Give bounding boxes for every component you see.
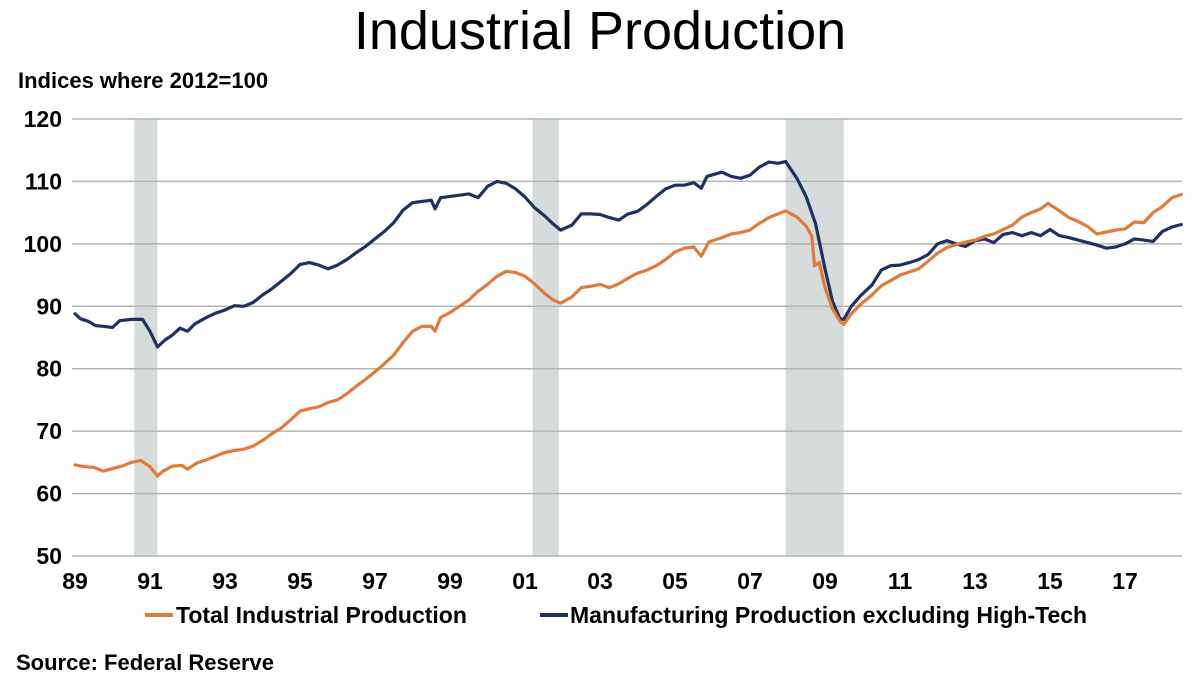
gridlines bbox=[72, 118, 1182, 557]
y-tick-label: 60 bbox=[36, 481, 62, 507]
chart-title: Industrial Production bbox=[353, 1, 847, 61]
y-tick-label: 80 bbox=[36, 356, 62, 382]
y-axis-ticks: 50 60 70 80 90 100 110 120 bbox=[24, 106, 62, 569]
series-lines bbox=[73, 159, 1183, 478]
y-tick-label: 70 bbox=[36, 418, 62, 444]
series-line-total-industrial-production bbox=[73, 192, 1183, 478]
x-tick-label: 03 bbox=[587, 568, 613, 594]
legend-label: Manufacturing Production excluding High-… bbox=[570, 602, 1087, 628]
x-tick-label: 09 bbox=[812, 568, 838, 594]
y-tick-label: 110 bbox=[25, 168, 62, 194]
x-tick-label: 05 bbox=[662, 568, 688, 594]
recession-band bbox=[785, 119, 844, 556]
x-tick-label: 17 bbox=[1112, 568, 1138, 594]
legend-label: Total Industrial Production bbox=[176, 602, 467, 628]
y-tick-label: 100 bbox=[24, 231, 62, 257]
x-tick-label: 11 bbox=[888, 568, 913, 594]
x-tick-label: 89 bbox=[62, 568, 88, 594]
x-tick-label: 95 bbox=[287, 568, 313, 594]
x-tick-label: 91 bbox=[137, 568, 163, 594]
x-tick-label: 13 bbox=[962, 568, 988, 594]
x-tick-label: 15 bbox=[1037, 568, 1063, 594]
y-tick-label: 50 bbox=[36, 543, 62, 569]
series-line-manufacturing-production-excluding-high-tech bbox=[73, 159, 1183, 349]
source-note: Source: Federal Reserve bbox=[16, 650, 275, 675]
y-axis-unit-label: Indices where 2012=100 bbox=[18, 68, 269, 93]
x-tick-label: 99 bbox=[437, 568, 463, 594]
x-axis-ticks: 89 91 93 95 97 99 01 03 05 07 09 11 13 15 17 bbox=[62, 568, 1138, 594]
legend: Total Industrial Production Manufacturing… bbox=[145, 602, 1087, 628]
y-tick-label: 90 bbox=[36, 293, 62, 319]
x-tick-label: 97 bbox=[362, 568, 388, 594]
recession-band bbox=[532, 119, 559, 556]
x-tick-label: 93 bbox=[212, 568, 238, 594]
recession-bands bbox=[134, 119, 844, 556]
recession-band bbox=[134, 119, 158, 556]
x-tick-label: 01 bbox=[512, 568, 538, 594]
y-tick-label: 120 bbox=[24, 106, 62, 132]
x-tick-label: 07 bbox=[737, 568, 763, 594]
